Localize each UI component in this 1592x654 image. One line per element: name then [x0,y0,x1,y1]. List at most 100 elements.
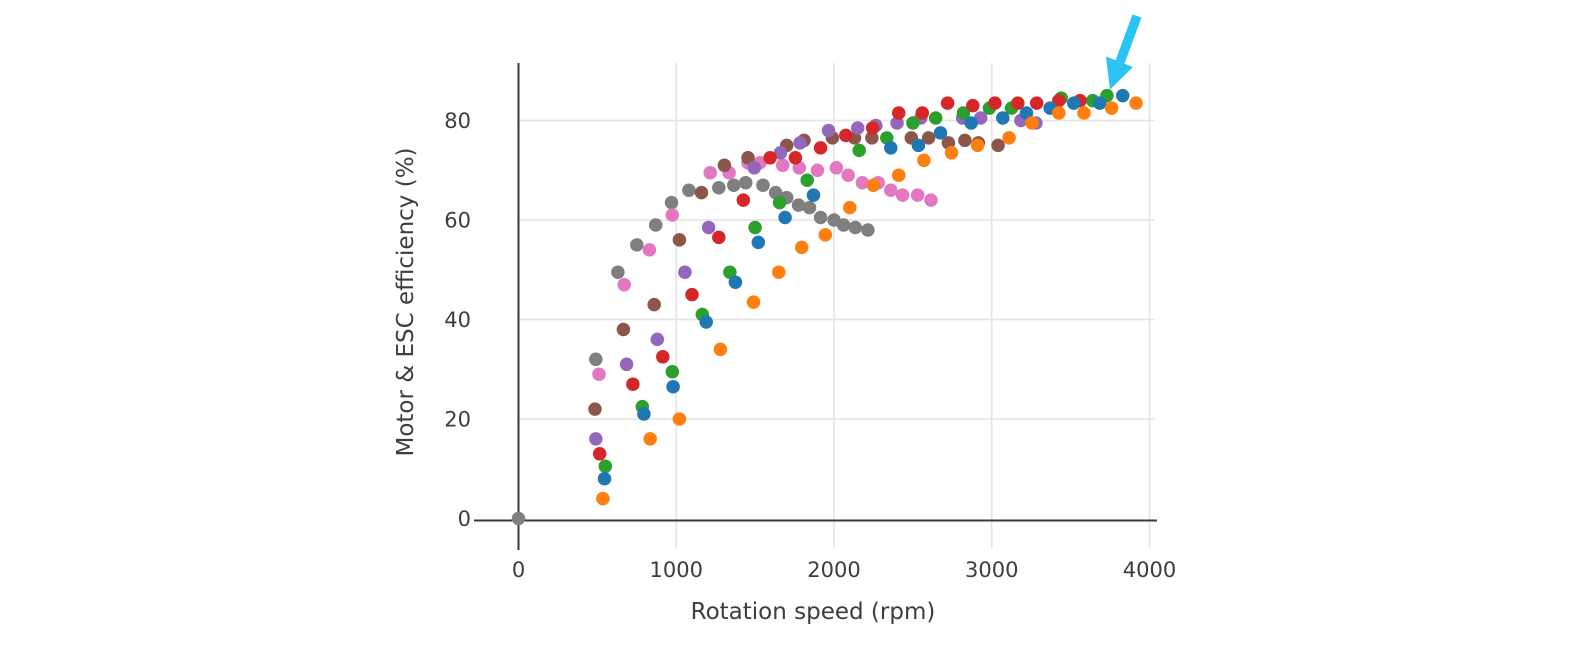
data-point [701,220,716,235]
data-point [630,238,644,252]
data-point [738,175,753,190]
data-point [723,265,737,279]
data-point [666,379,680,394]
data-point [841,168,855,182]
annotation-arrow-icon [1106,14,1142,90]
data-point [617,277,631,292]
data-point [788,151,803,165]
data-point [813,210,828,225]
data-point [891,168,906,182]
data-point [598,459,613,474]
data-point [884,141,898,155]
data-point [736,193,751,207]
data-point [891,106,906,120]
y-tick-label: 20 [444,408,471,432]
data-point [1115,88,1130,103]
series-purple [589,111,1043,446]
data-point [619,357,634,372]
data-point [1104,101,1119,115]
data-point [616,322,631,337]
y-tick-label: 40 [444,308,471,332]
data-point [839,128,853,143]
data-point [664,195,679,210]
y-tick-label: 0 [458,507,471,531]
data-point [791,198,806,212]
data-point [865,131,879,145]
data-point [747,161,762,175]
data-point [865,121,880,135]
data-point [712,180,726,195]
data-point [988,96,1002,110]
data-point [810,163,825,178]
data-point [685,287,699,302]
data-point [672,233,687,247]
data-point [682,183,696,197]
data-point [694,185,709,200]
data-point [592,447,607,461]
data-point [921,131,936,145]
data-point [1011,96,1025,110]
data-point [748,220,762,235]
data-point [924,193,938,207]
data-point [800,173,814,187]
data-point [843,200,857,215]
series-brown [588,131,1005,416]
data-point [703,165,717,180]
data-point [861,223,875,237]
data-point [966,98,980,113]
data-point [915,106,930,120]
x-tick-label: 0 [512,558,525,582]
series-blue [597,88,1130,486]
data-point [589,432,603,446]
data-point [746,295,761,309]
data-point [611,265,625,279]
data-point [1029,96,1044,110]
x-tick-label: 2000 [807,558,860,582]
data-point [763,151,777,165]
data-point [772,265,786,279]
data-point [588,402,602,416]
data-point [852,143,866,158]
data-point [1067,96,1081,110]
data-point [1019,106,1034,120]
data-point [928,111,943,125]
data-point [592,367,606,381]
data-point [956,106,971,120]
data-point [717,158,732,173]
data-point [1025,116,1039,130]
data-point [756,178,770,192]
data-point [773,146,788,160]
data-point [665,364,680,379]
data-point [727,178,741,192]
y-axis-title: Motor & ESC efficiency (%) [393,147,419,456]
data-point [958,133,972,148]
x-tick-labels: 0 1000 2000 3000 4000 [512,558,1176,582]
data-point [511,511,526,526]
data-point [650,332,665,347]
data-point [917,153,931,168]
data-point [643,432,657,446]
data-point [866,178,881,192]
y-tick-label: 60 [444,209,471,233]
arrow-shaft [1115,14,1142,64]
data-point [806,188,821,202]
data-point [665,208,680,222]
data-point [910,188,925,202]
series-orange [596,96,1143,506]
data-point [884,183,898,197]
data-point [596,491,610,506]
data-point [970,138,985,153]
data-point [850,121,865,135]
data-point [821,123,836,138]
data-point [772,195,787,210]
data-point [944,146,959,160]
data-point [991,138,1005,153]
data-point [699,315,713,329]
data-point [818,228,833,242]
arrow-head [1106,56,1133,90]
data-point [775,158,790,173]
data-point [848,220,863,235]
series-gray [511,175,875,526]
data-point [648,218,663,232]
